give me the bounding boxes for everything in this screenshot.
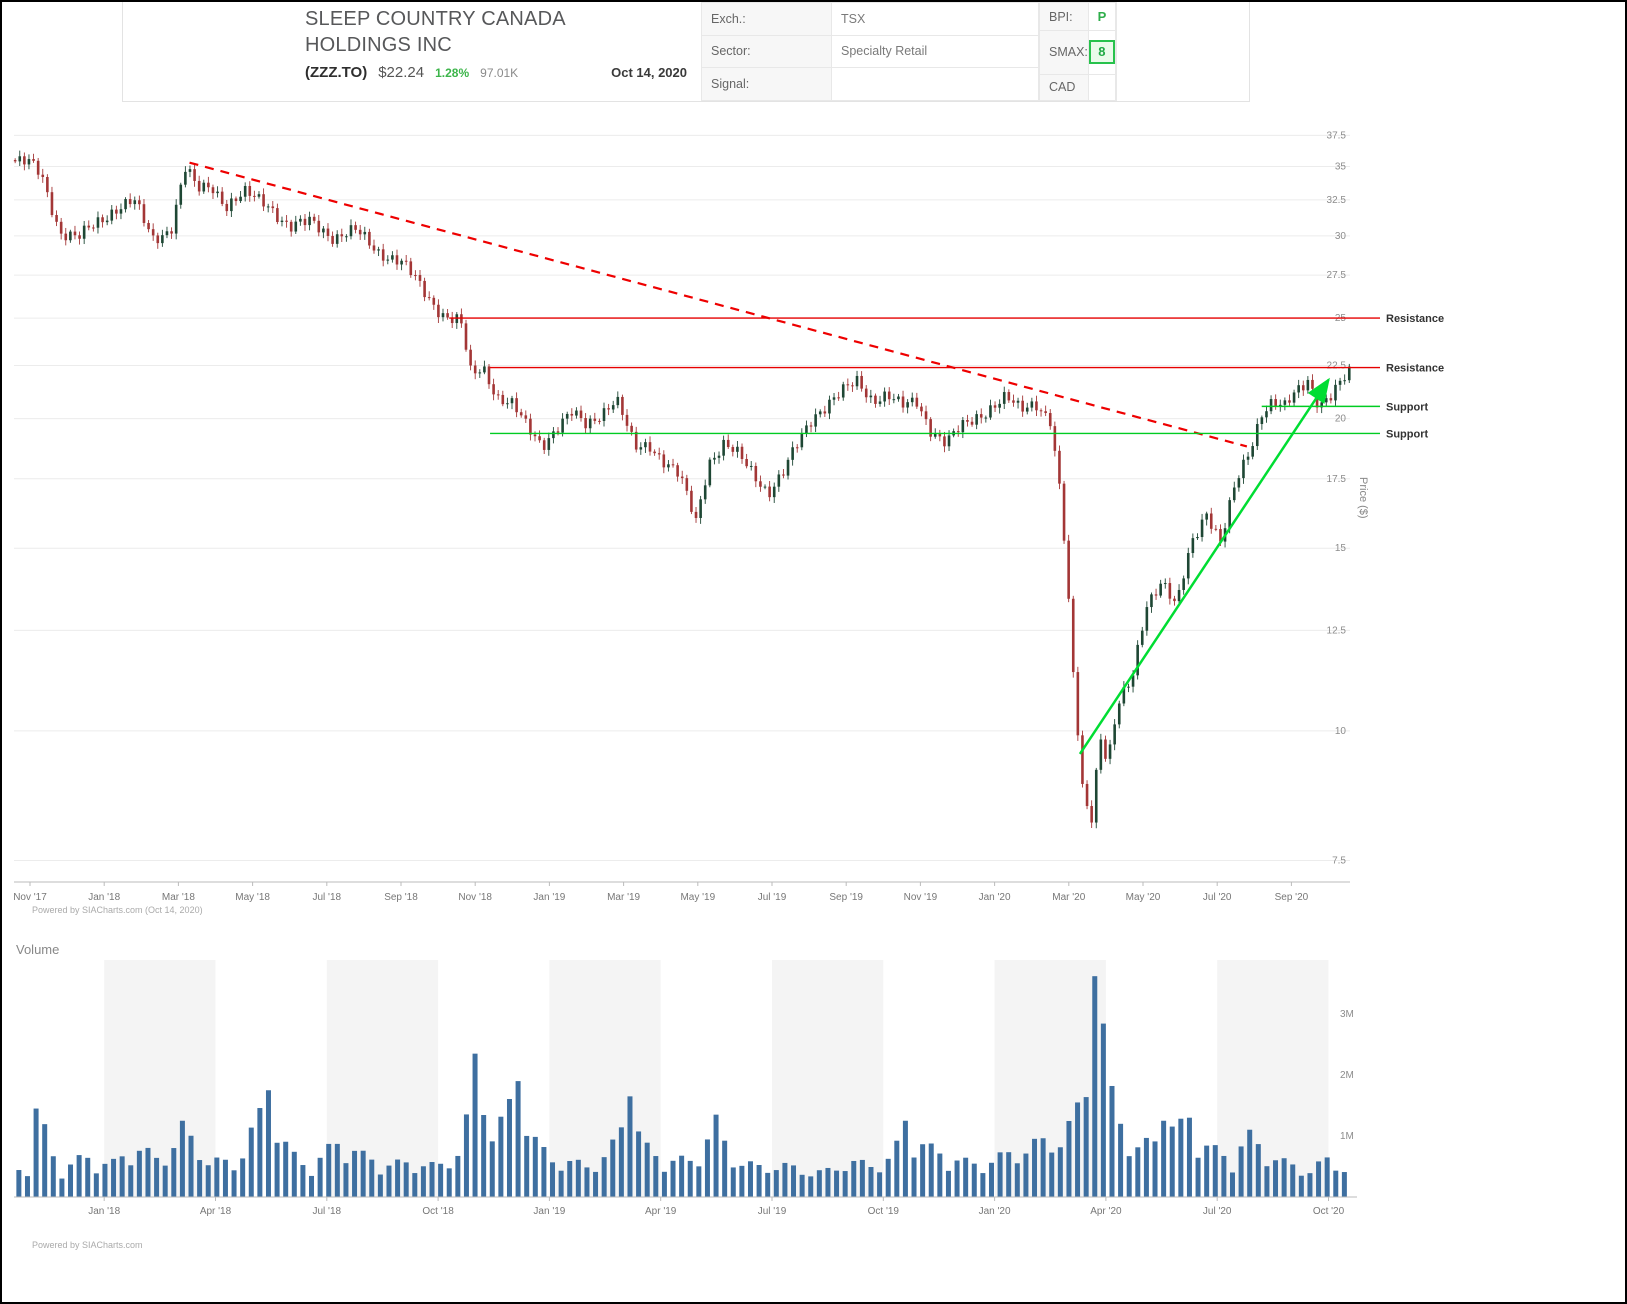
svg-text:2M: 2M <box>1340 1070 1354 1081</box>
svg-text:20: 20 <box>1335 414 1347 425</box>
svg-text:Jul '19: Jul '19 <box>758 892 787 903</box>
bpi-label: BPI: <box>1039 2 1089 31</box>
currency-label: CAD <box>1039 73 1089 102</box>
svg-text:Jul '18: Jul '18 <box>313 892 342 903</box>
day-volume: 97.01K <box>480 66 519 80</box>
svg-text:Jul '19: Jul '19 <box>758 1206 787 1217</box>
svg-text:Jul '18: Jul '18 <box>313 1206 342 1217</box>
smax-badge: 8 <box>1088 40 1115 65</box>
support-label: Support <box>1386 428 1428 440</box>
downtrend-line <box>189 161 1248 448</box>
volume-credit: Powered by SIACharts.com <box>32 1240 143 1250</box>
svg-text:15: 15 <box>1335 543 1347 554</box>
indicator-table: BPI: P SMAX: 8 CAD <box>1039 2 1116 102</box>
svg-text:7.5: 7.5 <box>1332 855 1346 866</box>
svg-text:Jul '20: Jul '20 <box>1203 1206 1232 1217</box>
title-block: SLEEP COUNTRY CANADA HOLDINGS INC (ZZZ.T… <box>305 2 701 101</box>
resistance-label: Resistance <box>1386 363 1444 375</box>
svg-text:Oct '19: Oct '19 <box>868 1206 900 1217</box>
svg-text:3M: 3M <box>1340 1009 1354 1020</box>
company-name-line1: SLEEP COUNTRY CANADA <box>305 8 566 30</box>
header-spacer <box>1115 2 1249 101</box>
svg-text:30: 30 <box>1335 231 1347 242</box>
svg-text:May '18: May '18 <box>235 892 270 903</box>
svg-text:May '20: May '20 <box>1126 892 1161 903</box>
resistance-label: Resistance <box>1386 313 1444 325</box>
svg-text:Mar '19: Mar '19 <box>607 892 640 903</box>
svg-text:Apr '19: Apr '19 <box>645 1206 677 1217</box>
svg-text:35: 35 <box>1335 161 1347 172</box>
svg-text:Mar '18: Mar '18 <box>162 892 195 903</box>
svg-text:12.5: 12.5 <box>1327 625 1347 636</box>
overlays: Resistance Resistance Support Support <box>189 161 1444 755</box>
uptrend-arrow <box>1078 377 1330 755</box>
smax-label: SMAX: <box>1039 30 1089 75</box>
svg-text:Oct '20: Oct '20 <box>1313 1206 1345 1217</box>
last-price: $22.24 <box>378 64 425 81</box>
volume-title: Volume <box>16 942 59 957</box>
price-credit: Powered by SIACharts.com (Oct 14, 2020) <box>32 905 203 915</box>
bpi-value: P <box>1097 9 1107 24</box>
support-label: Support <box>1386 401 1428 413</box>
field-label-sector: Sector: <box>701 34 832 69</box>
svg-text:10: 10 <box>1335 726 1347 737</box>
field-label-exchange: Exch.: <box>701 2 832 36</box>
svg-text:Sep '18: Sep '18 <box>384 892 418 903</box>
quote-header-left: SLEEP COUNTRY CANADA HOLDINGS INC (ZZZ.T… <box>123 2 701 101</box>
svg-text:Nov '18: Nov '18 <box>458 892 492 903</box>
svg-text:Jan '20: Jan '20 <box>979 1206 1011 1217</box>
field-value-signal <box>831 67 1039 101</box>
svg-text:37.5: 37.5 <box>1327 130 1347 141</box>
svg-text:May '19: May '19 <box>680 892 715 903</box>
ticker-row: (ZZZ.TO) $22.24 1.28% 97.01K Oct 14, 202… <box>305 64 701 81</box>
svg-text:Apr '18: Apr '18 <box>200 1206 232 1217</box>
quote-header: SLEEP COUNTRY CANADA HOLDINGS INC (ZZZ.T… <box>122 2 1250 102</box>
svg-text:Jan '18: Jan '18 <box>88 892 120 903</box>
svg-text:Apr '20: Apr '20 <box>1090 1206 1122 1217</box>
svg-text:32.5: 32.5 <box>1327 195 1347 206</box>
candlesticks <box>13 150 1351 829</box>
svg-text:Sep '19: Sep '19 <box>829 892 863 903</box>
volume-bars <box>16 976 1347 1197</box>
svg-text:Jan '19: Jan '19 <box>533 1206 565 1217</box>
svg-text:Jan '20: Jan '20 <box>979 892 1011 903</box>
ticker-symbol: (ZZZ.TO) <box>305 64 368 81</box>
svg-text:Oct '18: Oct '18 <box>422 1206 454 1217</box>
svg-text:27.5: 27.5 <box>1327 270 1347 281</box>
logo-area <box>123 2 305 101</box>
field-value-exchange: TSX <box>831 2 1039 36</box>
price-x-axis: Nov '17 Jan '18 Mar '18 May '18 Jul '18 Sep '… <box>13 882 1309 903</box>
svg-text:17.5: 17.5 <box>1327 474 1347 485</box>
svg-text:Sep '20: Sep '20 <box>1275 892 1309 903</box>
svg-text:Nov '17: Nov '17 <box>13 892 47 903</box>
price-axis-label: Price ($) <box>1357 477 1369 519</box>
svg-text:1M: 1M <box>1340 1131 1354 1142</box>
svg-text:Jan '19: Jan '19 <box>533 892 565 903</box>
svg-text:22.5: 22.5 <box>1327 361 1347 372</box>
volume-axes: 1M 2M 3M Jan '18 Apr '18 Jul '18 Oct '18 Jan '1… <box>14 1009 1357 1217</box>
company-name-line2: HOLDINGS INC <box>305 34 452 56</box>
svg-text:Jul '20: Jul '20 <box>1203 892 1232 903</box>
svg-text:Nov '19: Nov '19 <box>904 892 938 903</box>
quote-fields-table: Exch.: TSX Sector: Specialty Retail Sign… <box>701 2 1039 101</box>
field-label-signal: Signal: <box>701 67 832 101</box>
change-percent: 1.28% <box>435 66 470 80</box>
quote-date: Oct 14, 2020 <box>611 65 687 80</box>
currency-value <box>1087 73 1116 102</box>
svg-text:Mar '20: Mar '20 <box>1052 892 1085 903</box>
svg-text:Jan '18: Jan '18 <box>88 1206 120 1217</box>
field-value-sector: Specialty Retail <box>831 34 1039 69</box>
